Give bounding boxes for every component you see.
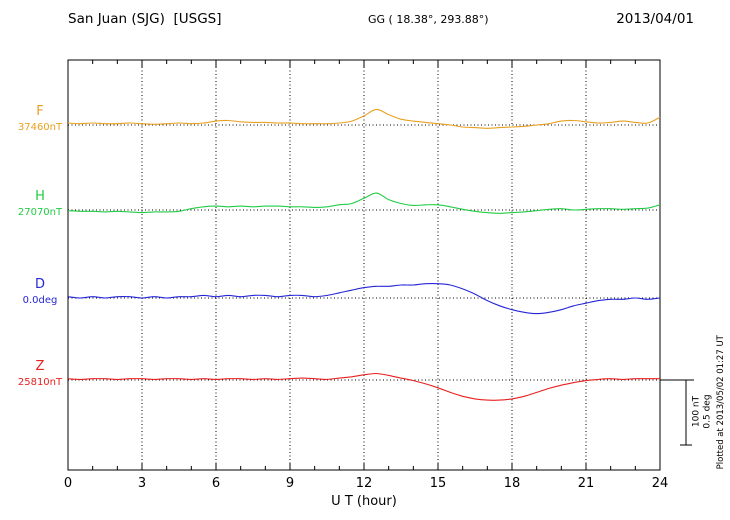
- series-name-H: H: [35, 189, 45, 204]
- x-tick-label: 24: [652, 476, 669, 491]
- series-baseline-D: 0.0deg: [22, 295, 58, 306]
- series-label-H: H 27070nT: [8, 190, 72, 218]
- series-name-D: D: [34, 277, 45, 292]
- trace-F: [67, 108, 661, 129]
- series-baseline-Z: 25810nT: [17, 377, 63, 388]
- scale-bar-label-deg: 0.5 deg: [702, 394, 713, 429]
- x-tick-label: 18: [504, 476, 521, 491]
- plot-border: [67, 59, 661, 471]
- x-tick-label: 3: [138, 476, 146, 491]
- series-name-Z: Z: [35, 359, 45, 374]
- x-tick-label: 15: [430, 476, 447, 491]
- x-tick-label: 21: [578, 476, 595, 491]
- series-label-Z: Z 25810nT: [8, 360, 72, 388]
- scale-bar-label-nt: 100 nT: [691, 395, 702, 428]
- trace-H: [67, 192, 661, 214]
- x-tick-label: 9: [286, 476, 294, 491]
- trace-Z: [67, 372, 660, 401]
- series-baseline-F: 37460nT: [17, 122, 63, 133]
- x-tick-label: 0: [64, 476, 72, 491]
- series-label-F: F 37460nT: [8, 105, 72, 133]
- x-tick-label: 12: [356, 476, 373, 491]
- series-baseline-H: 27070nT: [17, 207, 63, 218]
- x-tick-label: 6: [212, 476, 220, 491]
- trace-D: [67, 283, 661, 315]
- plotted-at-note: Plotted at 2013/05/02 01:27 UT: [715, 335, 726, 470]
- station-title: San Juan (SJG) [USGS]: [68, 11, 222, 27]
- series-name-F: F: [36, 104, 44, 119]
- plot-date: 2013/04/01: [616, 11, 694, 27]
- geographic-coordinates: GG ( 18.38°, 293.88°): [368, 13, 489, 26]
- x-axis-title: U T (hour): [331, 494, 397, 509]
- series-label-D: D 0.0deg: [8, 278, 72, 306]
